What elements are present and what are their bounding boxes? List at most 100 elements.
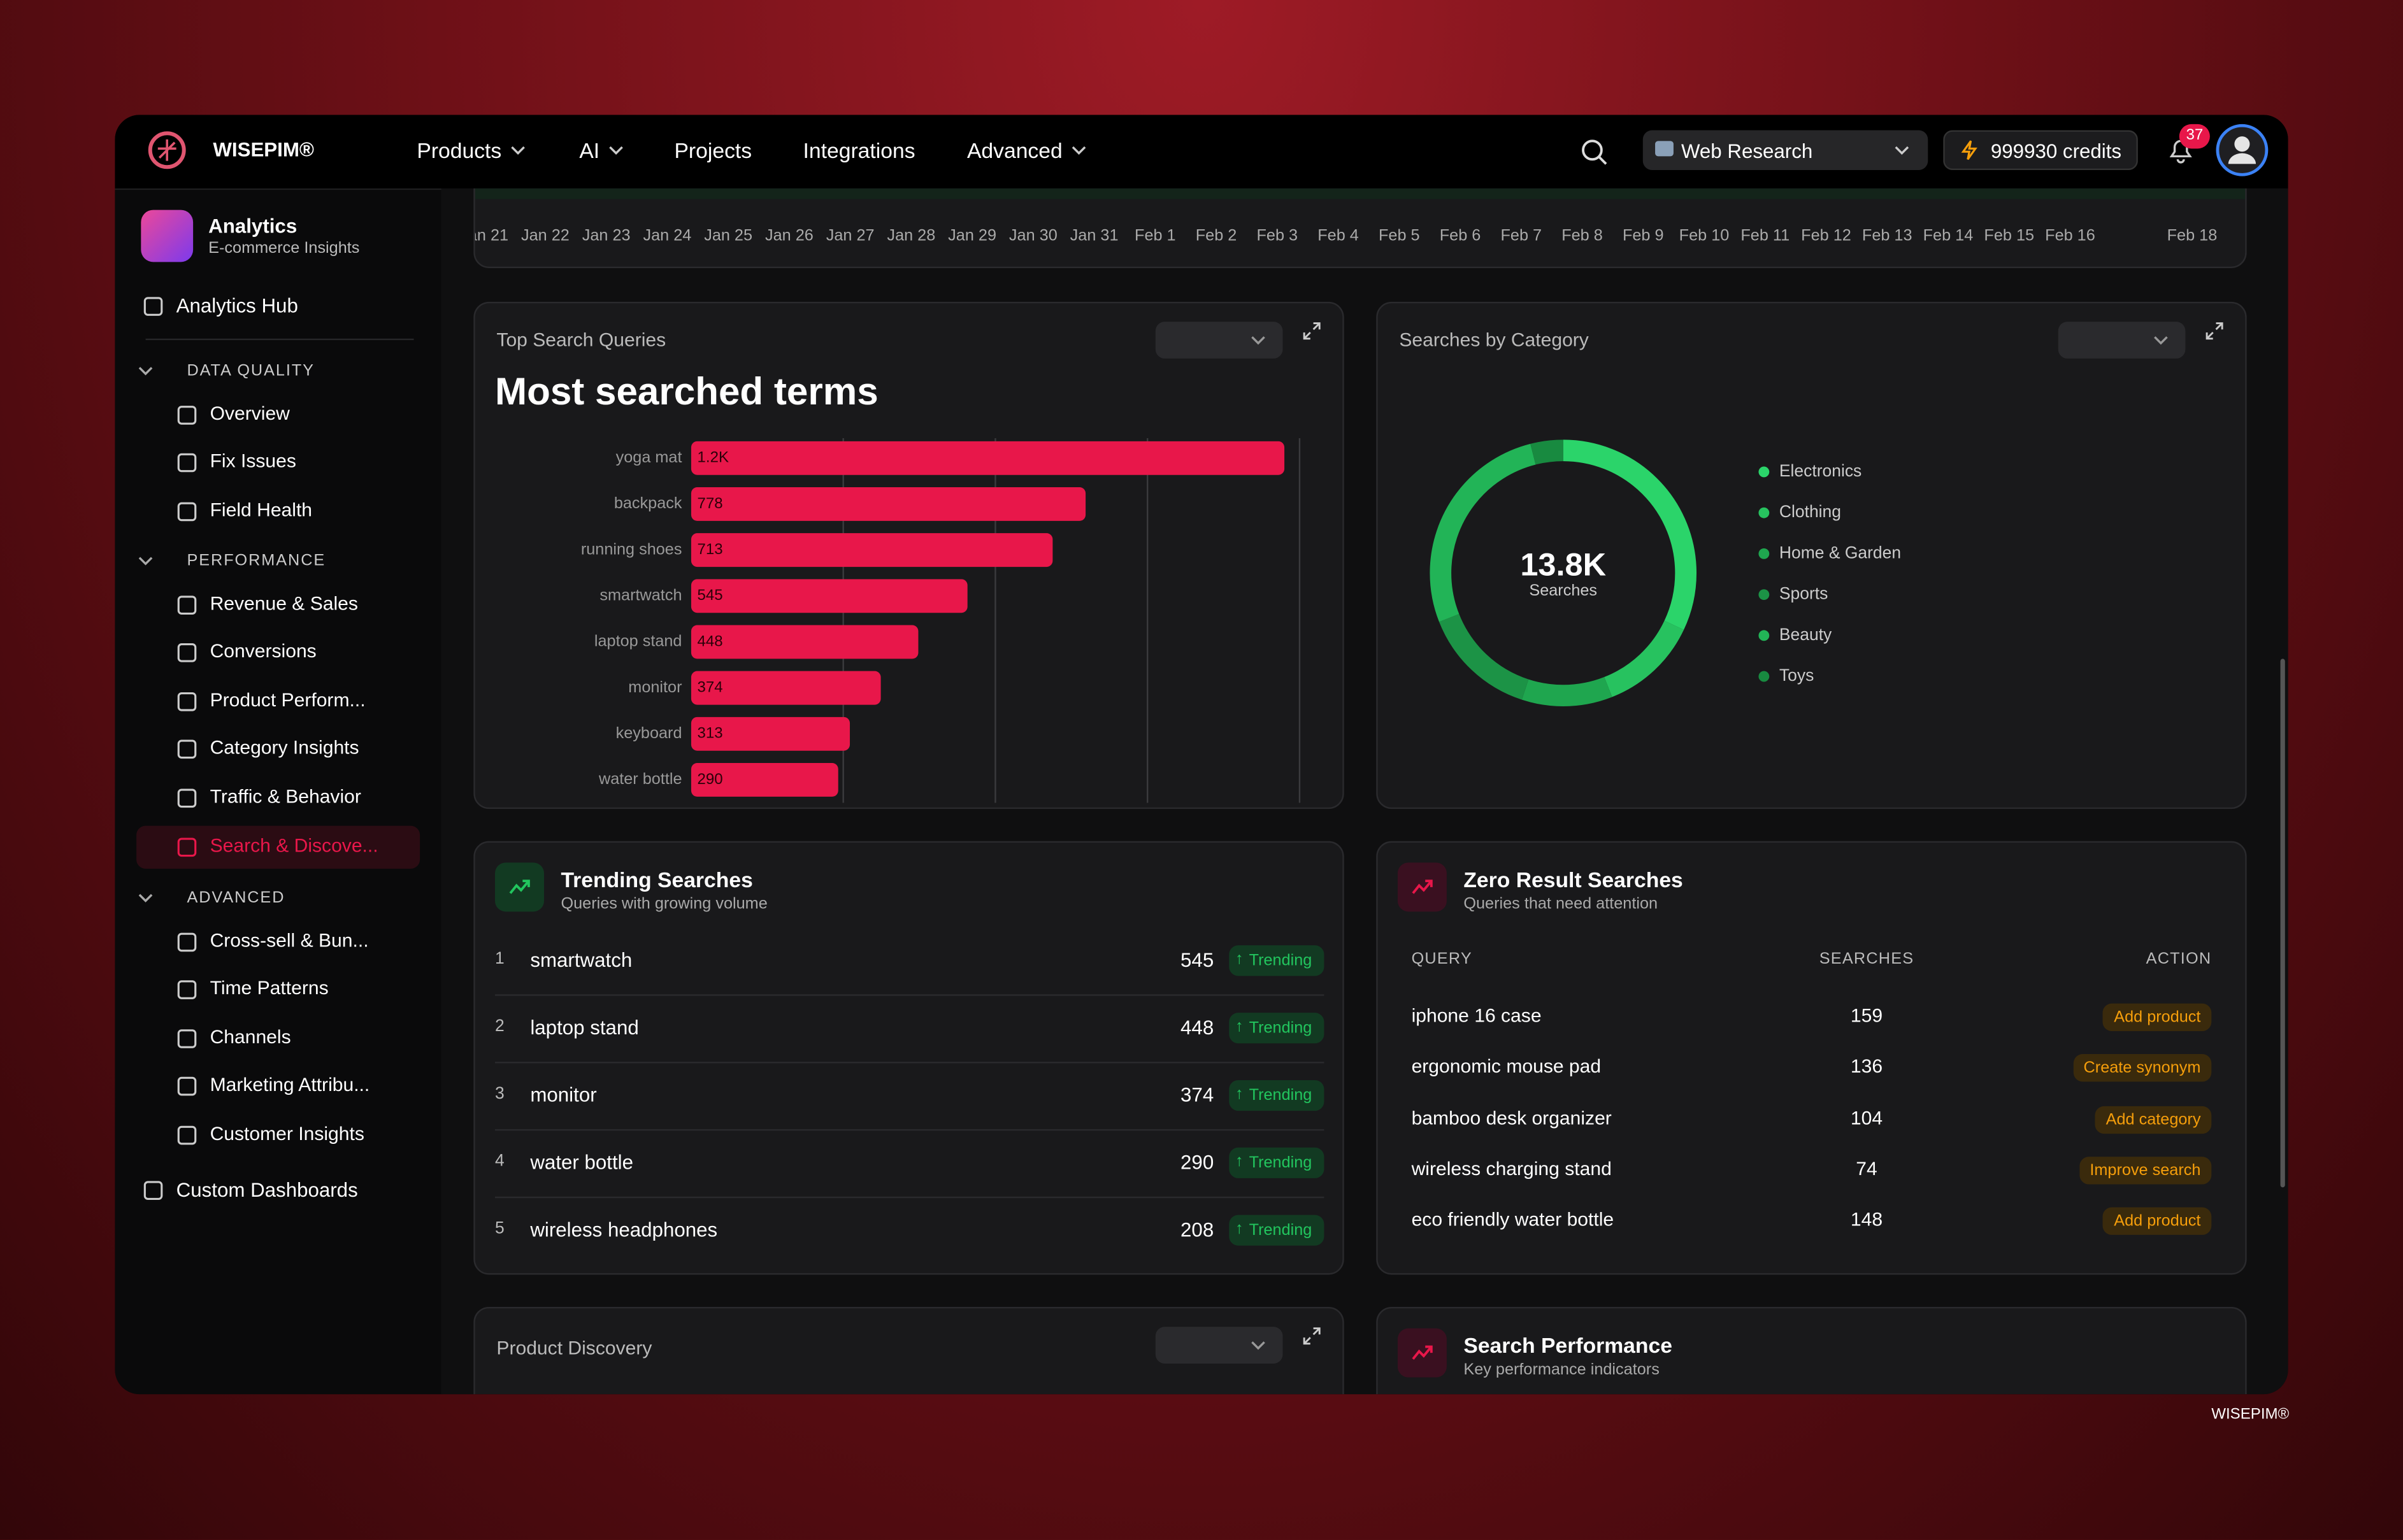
arrow: ↑	[1235, 1219, 1244, 1238]
query: iphone 16 case	[1411, 1005, 1542, 1027]
dropdown[interactable]	[1155, 1327, 1283, 1364]
zero-results-card: Zero Result Searches Queries that need at…	[1376, 841, 2247, 1275]
y-tick-label: yoga mat	[616, 448, 682, 466]
nav-item[interactable]: Overview	[210, 402, 290, 424]
searches: 545	[1180, 948, 1214, 972]
bar	[691, 671, 881, 705]
nav-item[interactable]: Product Perform...	[210, 688, 366, 711]
expand-icon[interactable]	[1301, 1325, 1323, 1347]
expand-path	[2206, 322, 2223, 340]
badge-label: Trending	[1249, 1086, 1312, 1105]
value-label: 545	[698, 587, 723, 604]
action-button[interactable]: Improve search	[2079, 1156, 2212, 1185]
expand-path	[1303, 322, 1321, 340]
query[interactable]: water bottle	[530, 1150, 634, 1174]
nav-menu-item[interactable]: Projects	[674, 138, 752, 162]
query[interactable]: monitor	[530, 1083, 597, 1106]
legend-label: Toys	[1779, 666, 1814, 685]
credits[interactable]: 999930 credits	[1943, 130, 2138, 171]
searches: 208	[1180, 1218, 1214, 1241]
x-tick-label: Feb 13	[1861, 227, 1912, 245]
column-header: SEARCHES	[1819, 950, 1914, 969]
searches: 136	[1850, 1056, 1883, 1078]
nav-menu-item[interactable]: AI	[579, 138, 600, 162]
value-label: 290	[698, 771, 723, 788]
y-tick-label: smartwatch	[599, 586, 682, 604]
chevron	[1072, 146, 1086, 155]
category-card: Searches by Category Electronics Clothing H…	[1376, 301, 2247, 809]
trending-badge: Trending ↑	[1229, 1080, 1324, 1111]
bar-chart: yoga mat 1.2K backpack 778 running shoes 713 s…	[581, 438, 1301, 803]
nav-item[interactable]: Channels	[210, 1026, 291, 1048]
active-item-bg	[136, 825, 420, 868]
item-icon	[177, 501, 197, 521]
expand-icon[interactable]	[1301, 320, 1323, 342]
nav-item[interactable]: Marketing Attribu...	[210, 1074, 370, 1096]
value-label: 1.2K	[698, 449, 729, 466]
searches: 74	[1856, 1158, 1877, 1180]
x-tick-label: Feb 4	[1317, 227, 1359, 245]
value-label: 448	[698, 632, 723, 650]
product-discovery-card: Product Discovery	[473, 1306, 1344, 1395]
dropdown[interactable]	[1155, 322, 1283, 359]
nav-menu-item[interactable]: Integrations	[803, 138, 915, 162]
item-icon	[177, 980, 197, 1000]
nav-item[interactable]: Fix Issues	[210, 450, 296, 473]
action-button[interactable]: Add product	[2103, 1003, 2212, 1031]
expand-icon[interactable]	[2204, 320, 2225, 342]
action-button[interactable]: Create synonym	[2072, 1054, 2212, 1083]
card-title: Top Search Queries	[496, 329, 666, 351]
item-icon	[143, 1181, 163, 1200]
nav-item[interactable]: Custom Dashboards	[176, 1178, 358, 1201]
search-icon[interactable]	[1579, 136, 1609, 167]
nav-item[interactable]: Field Health	[210, 499, 313, 521]
nav-item[interactable]: Customer Insights	[210, 1123, 364, 1144]
y-tick-label: monitor	[628, 678, 682, 696]
chevron	[511, 146, 525, 155]
nav-item[interactable]: Revenue & Sales	[210, 592, 358, 614]
value-label: 778	[698, 495, 723, 512]
main-content: Jan 21 Jan 22 Jan 23 Jan 24 Jan 25 Jan 26 Jan …	[441, 188, 2288, 1395]
nav-item[interactable]: Category Insights	[210, 737, 359, 759]
y-tick-label: running shoes	[581, 540, 682, 558]
item-icon	[177, 404, 197, 424]
chevron	[2154, 336, 2168, 345]
nav-item[interactable]: Analytics Hub	[176, 294, 298, 317]
searches: 290	[1180, 1150, 1214, 1174]
nav-item[interactable]: Conversions	[210, 640, 317, 662]
workspace-select[interactable]: Web Research	[1642, 130, 1928, 171]
arrow: ↑	[1235, 950, 1244, 969]
footer-brand: WISEPIM®	[2211, 1406, 2290, 1423]
nav-menu-item[interactable]: Products	[417, 138, 502, 162]
query: bamboo desk organizer	[1411, 1107, 1612, 1129]
query: ergonomic mouse pad	[1411, 1056, 1602, 1078]
value-label: 713	[698, 541, 723, 558]
x-tick-label: Feb 9	[1622, 227, 1664, 245]
x-tick-label: Feb 3	[1256, 227, 1298, 245]
action-button[interactable]: Add product	[2103, 1208, 2212, 1236]
nav-item[interactable]: Time Patterns	[210, 978, 329, 999]
legend-label: Sports	[1779, 584, 1828, 603]
donut-segment	[1430, 439, 1697, 706]
x-tick-label: Jan 26	[764, 227, 814, 245]
nav-menu-item[interactable]: Advanced	[966, 138, 1063, 162]
x-tick-label: Jan 22	[520, 227, 570, 245]
avatar[interactable]	[2216, 124, 2269, 176]
chevron	[138, 894, 153, 902]
dropdown[interactable]	[2058, 322, 2186, 359]
icon-shape	[177, 932, 197, 952]
action-button[interactable]: Add category	[2095, 1105, 2212, 1134]
query[interactable]: wireless headphones	[530, 1218, 718, 1241]
query[interactable]: smartwatch	[530, 948, 633, 972]
nav-item[interactable]: Traffic & Behavior	[210, 785, 361, 808]
bar	[691, 533, 1053, 567]
donut-total-label: Searches	[1529, 581, 1597, 599]
credits-label: 999930 credits	[1990, 139, 2122, 162]
bar	[691, 441, 1285, 475]
nav-item[interactable]: Cross-sell & Bun...	[210, 929, 369, 951]
query[interactable]: laptop stand	[530, 1015, 639, 1039]
chevron	[1251, 336, 1265, 345]
item-icon	[177, 1077, 197, 1097]
nav-item[interactable]: Search & Discove...	[210, 834, 378, 856]
chevron-path	[138, 894, 153, 902]
